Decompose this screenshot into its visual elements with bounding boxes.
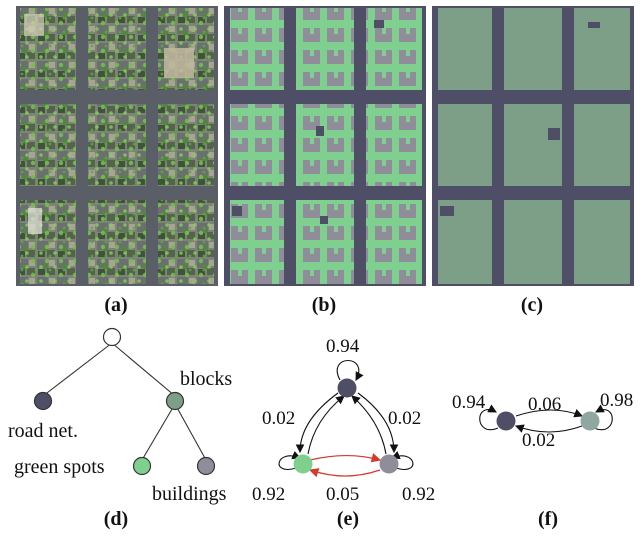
blocks-label: blocks xyxy=(180,368,233,390)
e-left-edge: 0.02 xyxy=(262,408,296,429)
label-f: (f) xyxy=(538,508,558,530)
f-self-right: 0.98 xyxy=(600,390,634,411)
e-green-node xyxy=(293,454,313,474)
green-label: green spots xyxy=(14,456,105,478)
label-c: (c) xyxy=(520,294,544,316)
e-self-left: 0.92 xyxy=(252,484,286,505)
segmentation-map xyxy=(224,6,426,286)
e-buildings-node xyxy=(379,454,399,474)
road-label: road net. xyxy=(8,420,78,442)
f-blocks-node xyxy=(580,411,600,431)
f-bottom-edge: 0.02 xyxy=(522,430,556,451)
e-self-right: 0.92 xyxy=(402,484,436,505)
label-d: (d) xyxy=(103,508,129,530)
e-road-node xyxy=(337,378,357,398)
e-bottom-edge: 0.05 xyxy=(326,484,360,505)
blocks-node xyxy=(165,391,185,411)
label-a: (a) xyxy=(104,294,128,316)
f-road-node xyxy=(496,411,516,431)
green-node xyxy=(132,456,152,476)
buildings-node xyxy=(196,456,216,476)
label-b: (b) xyxy=(311,294,337,316)
label-e: (e) xyxy=(336,508,360,530)
road-node xyxy=(33,391,53,411)
f-self-left: 0.94 xyxy=(452,392,486,413)
segmentation-panel xyxy=(224,6,426,286)
e-self-top: 0.94 xyxy=(326,336,360,357)
e-right-edge: 0.02 xyxy=(388,408,422,429)
buildings-label: buildings xyxy=(152,483,227,505)
root-node xyxy=(102,327,122,347)
f-top-edge: 0.06 xyxy=(528,394,562,415)
aerial-image-panel xyxy=(16,6,218,286)
blocks-map xyxy=(432,6,634,286)
blocks-panel xyxy=(432,6,634,286)
aerial-image xyxy=(16,6,218,286)
